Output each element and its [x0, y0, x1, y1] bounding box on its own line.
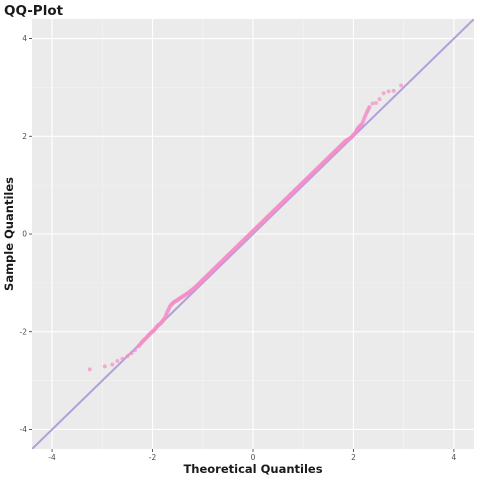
- y-axis-title: Sample Quantiles: [2, 177, 16, 291]
- x-tick-label: 2: [351, 453, 356, 462]
- y-tick-label: -4: [20, 425, 28, 434]
- sample-point: [386, 89, 391, 94]
- sample-point: [381, 91, 386, 96]
- sample-point: [377, 97, 382, 102]
- x-axis-ticks: -4 -2 0 2 4: [48, 449, 457, 462]
- sample-point: [115, 359, 120, 364]
- reference-line: [32, 19, 474, 449]
- x-tick-label: -4: [48, 453, 56, 462]
- x-tick-label: -2: [149, 453, 157, 462]
- sample-point: [129, 351, 134, 356]
- sample-point: [391, 88, 396, 93]
- sample-point: [374, 101, 379, 106]
- x-tick-label: 4: [452, 453, 457, 462]
- y-tick-label: 0: [22, 230, 27, 239]
- sample-point: [367, 104, 372, 109]
- y-tick-label: -2: [20, 327, 28, 336]
- sample-point: [125, 354, 130, 359]
- sample-point: [132, 348, 137, 353]
- sample-point: [399, 83, 404, 88]
- y-axis-ticks: -4 -2 0 2 4: [20, 34, 32, 434]
- sample-point: [102, 364, 107, 369]
- sample-point: [87, 367, 92, 372]
- x-tick-label: 0: [251, 453, 256, 462]
- sample-point: [120, 356, 125, 361]
- chart-title: QQ-Plot: [4, 3, 64, 19]
- x-axis-title: Theoretical Quantiles: [183, 462, 322, 476]
- sample-point: [110, 362, 115, 367]
- y-tick-label: 2: [22, 132, 27, 141]
- sample-point: [370, 101, 375, 106]
- y-tick-label: 4: [22, 34, 27, 43]
- sample-points: [87, 83, 404, 372]
